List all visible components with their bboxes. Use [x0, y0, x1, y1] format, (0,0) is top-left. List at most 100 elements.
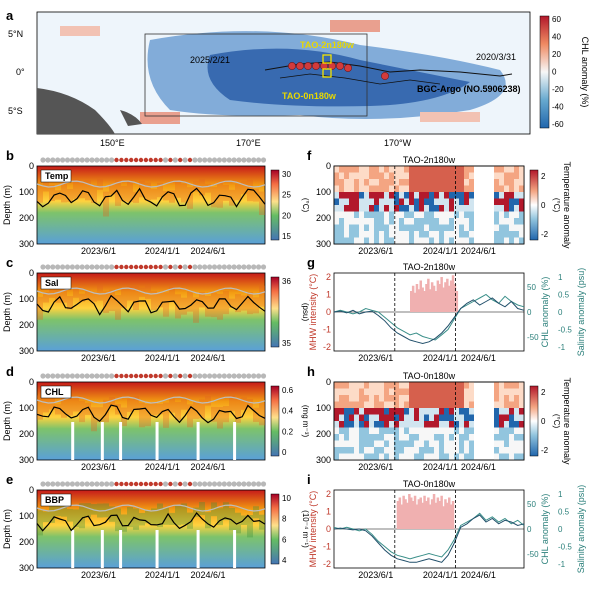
profile-marker-gray	[197, 373, 203, 379]
heatmap-cell	[499, 447, 504, 454]
heatmap-cell	[399, 395, 404, 402]
profile-marker-gray	[60, 264, 66, 270]
colorbar-f	[529, 169, 539, 241]
data-gap	[233, 422, 237, 460]
colorbar-tick: 30	[282, 170, 291, 179]
heatmap-cell	[133, 508, 139, 530]
heatmap-cell	[217, 508, 223, 526]
heatmap-cell	[359, 211, 364, 218]
heatmap-cell	[364, 408, 369, 415]
profile-marker-gray	[211, 481, 218, 487]
heatmap-cell	[399, 205, 404, 212]
heatmap-cell	[504, 211, 509, 218]
heatmap-cell	[414, 205, 419, 212]
heatmap-cell	[359, 224, 364, 231]
mhw-bar	[440, 277, 443, 312]
heatmap-cell	[241, 295, 247, 311]
mhw-bar	[448, 285, 451, 312]
heatmap-cell	[354, 421, 359, 428]
heatmap-cell	[409, 395, 414, 402]
heatmap-cell	[344, 166, 349, 173]
y-tick-mhw: 0	[326, 524, 331, 534]
heatmap-cell	[339, 382, 344, 389]
y-tick: 300	[19, 455, 34, 465]
heatmap-cell	[339, 172, 344, 179]
heatmap-cell	[434, 205, 439, 212]
heatmap-cell	[103, 191, 109, 217]
heatmap-cell	[419, 192, 424, 199]
y-axis-label: Depth (m)	[2, 401, 12, 441]
profile-marker-red	[143, 373, 149, 379]
heatmap-cell	[364, 198, 369, 205]
heatmap-cell	[464, 440, 469, 447]
heatmap-cell	[449, 205, 454, 212]
heatmap-cell	[354, 388, 359, 395]
heatmap-cell	[344, 453, 349, 460]
heatmap-cell	[241, 397, 247, 410]
heatmap-cell	[509, 414, 514, 421]
heatmap-cell	[359, 192, 364, 199]
heatmap-cell	[434, 237, 439, 244]
heatmap-cell	[469, 211, 474, 218]
heatmap-cell	[424, 198, 429, 205]
heatmap-cell	[494, 218, 499, 225]
heatmap-cell	[349, 427, 354, 434]
panel-b: Temp 0 100 200 300 Depth (m) 2023/6/1 2024/1/1 2…	[2, 157, 310, 256]
mhw-bar	[417, 499, 421, 529]
heatmap-cell	[364, 231, 369, 238]
heatmap-cell	[364, 414, 369, 421]
heatmap-cell	[359, 198, 364, 205]
panel-letter-g: g	[307, 255, 315, 270]
heatmap-cell	[429, 395, 434, 402]
heatmap-cell	[49, 185, 55, 202]
map-lon-170e: 170°E	[236, 138, 261, 148]
heatmap-cell	[434, 388, 439, 395]
profile-marker-gray	[79, 264, 85, 270]
heatmap-cell	[91, 504, 97, 515]
heatmap-cell	[374, 408, 379, 415]
heatmap-cell	[439, 166, 444, 173]
heatmap-cell	[354, 185, 359, 192]
y3-tick-sal: 1	[558, 490, 563, 499]
heatmap-cell	[499, 185, 504, 192]
profile-marker-gray	[45, 481, 51, 487]
heatmap-cell	[374, 224, 379, 231]
colorbar-unit: (psu)	[301, 303, 310, 322]
heatmap-cell	[424, 421, 429, 428]
x-tick: 2023/6/1	[81, 462, 116, 472]
heatmap-cell	[339, 198, 344, 205]
profile-marker-gray	[260, 157, 267, 163]
colorbar-tick: 2	[541, 172, 546, 181]
heatmap-cell	[429, 172, 434, 179]
heatmap-cell	[394, 440, 399, 447]
profile-marker-gray	[260, 373, 267, 379]
profile-marker-red	[124, 481, 129, 487]
heatmap-cell	[374, 453, 379, 460]
profile-marker-gray	[69, 373, 75, 379]
heatmap-cell	[394, 231, 399, 238]
heatmap-cell	[187, 187, 193, 209]
heatmap-cell	[339, 447, 344, 454]
profile-marker-red	[187, 264, 193, 270]
heatmap-cell	[449, 395, 454, 402]
mhw-bar	[429, 289, 432, 312]
heatmap-cell	[349, 440, 354, 447]
heatmap-cell	[414, 427, 419, 434]
heatmap-cell	[394, 447, 399, 454]
profile-marker-gray	[216, 373, 222, 379]
colorbar-a-tick: 40	[552, 33, 561, 42]
heatmap-cell	[369, 447, 374, 454]
profile-marker-red	[138, 481, 144, 487]
heatmap-cell	[509, 192, 514, 199]
heatmap-cell	[454, 382, 459, 389]
heatmap-cell	[205, 183, 211, 193]
y-tick-mhw: -2	[323, 559, 331, 569]
colorbar-a-tick: -40	[552, 103, 564, 112]
profile-marker-red	[187, 157, 193, 163]
mhw-bar	[446, 502, 449, 529]
y-tick-mhw: 1	[326, 290, 331, 300]
profile-marker-gray	[60, 157, 66, 163]
heatmap-cell	[399, 401, 404, 408]
heatmap-cell	[364, 427, 369, 434]
heatmap-cell	[469, 421, 474, 428]
